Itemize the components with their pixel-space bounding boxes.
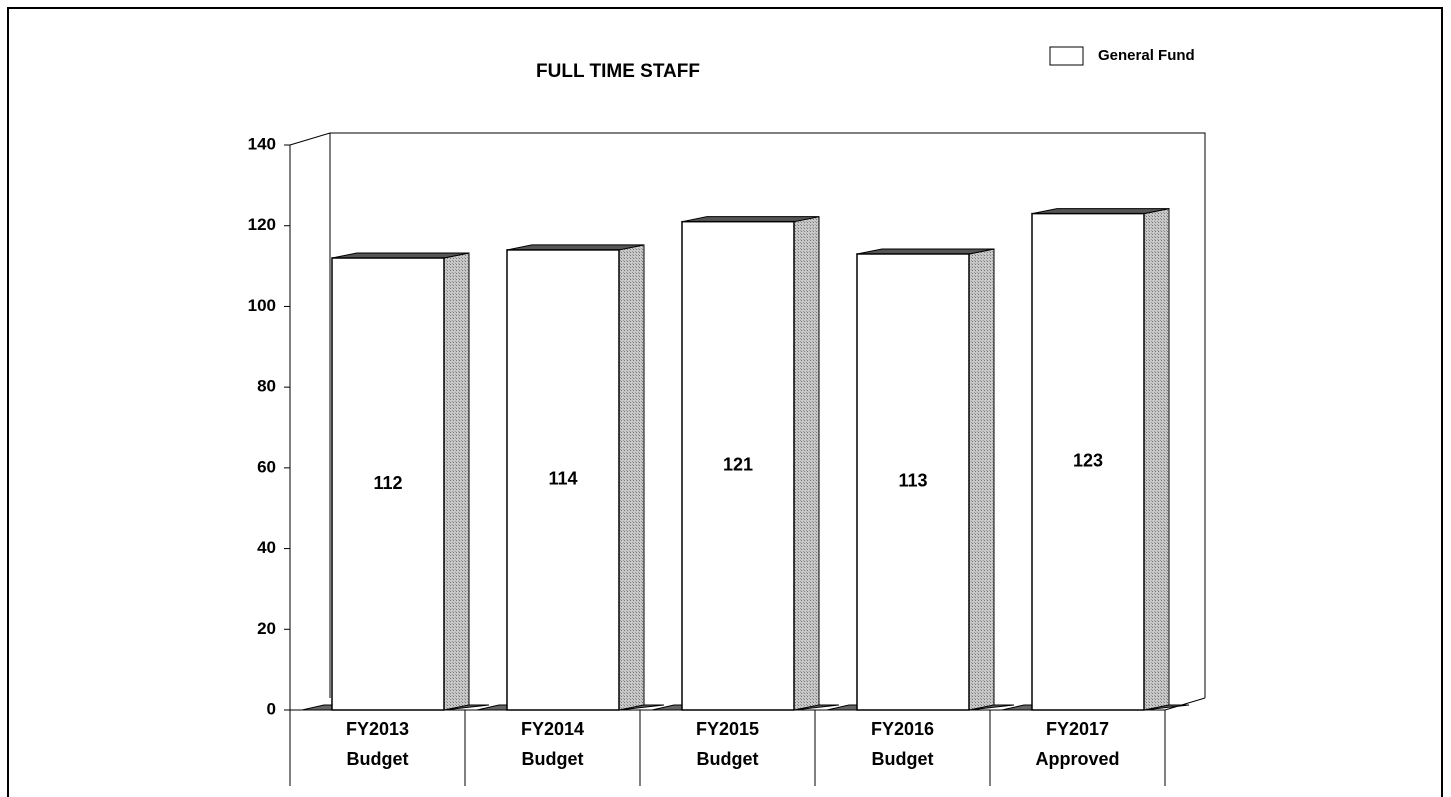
y-tick-label: 100 [248,296,276,315]
bar-side [968,248,995,711]
legend-swatch [1049,46,1084,66]
bar-side [618,244,645,711]
x-tick-label: FY2014 [521,719,584,739]
data-label: 123 [1073,451,1103,471]
data-label: 114 [548,469,577,489]
bar-top [1031,208,1170,215]
bar-side [793,216,820,711]
x-tick-label: Budget [872,749,934,769]
x-tick-label: FY2016 [871,719,934,739]
y-tick-label: 40 [257,538,276,557]
legend-label: General Fund [1098,47,1195,64]
x-tick-label: FY2015 [696,719,759,739]
y-tick-label: 120 [248,215,276,234]
y-tick-label: 0 [267,699,276,718]
bar [856,253,970,711]
bar [681,220,795,711]
x-tick-label: Budget [522,749,584,769]
chart-title: FULL TIME STAFF [536,61,700,82]
data-label: 112 [373,473,402,493]
x-tick-label: FY2017 [1046,719,1109,739]
data-label: 113 [898,471,927,491]
bar [506,249,620,711]
bar [331,257,445,711]
back-wall [289,132,1206,698]
x-tick-label: FY2013 [346,719,409,739]
bar-side [443,252,470,711]
x-tick-label: Budget [697,749,759,769]
y-tick-label: 140 [248,134,276,153]
y-tick-label: 80 [257,377,276,396]
frame [7,7,1443,797]
x-tick-label: Approved [1035,749,1119,769]
y-tick-label: 20 [257,619,276,638]
bar [1031,212,1145,711]
data-label: 121 [723,455,753,475]
bar-side [1143,207,1170,711]
y-tick-label: 60 [257,457,276,476]
x-tick-label: Budget [347,749,409,769]
